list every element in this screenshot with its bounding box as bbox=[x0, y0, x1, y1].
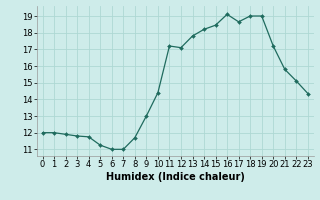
X-axis label: Humidex (Indice chaleur): Humidex (Indice chaleur) bbox=[106, 172, 244, 182]
